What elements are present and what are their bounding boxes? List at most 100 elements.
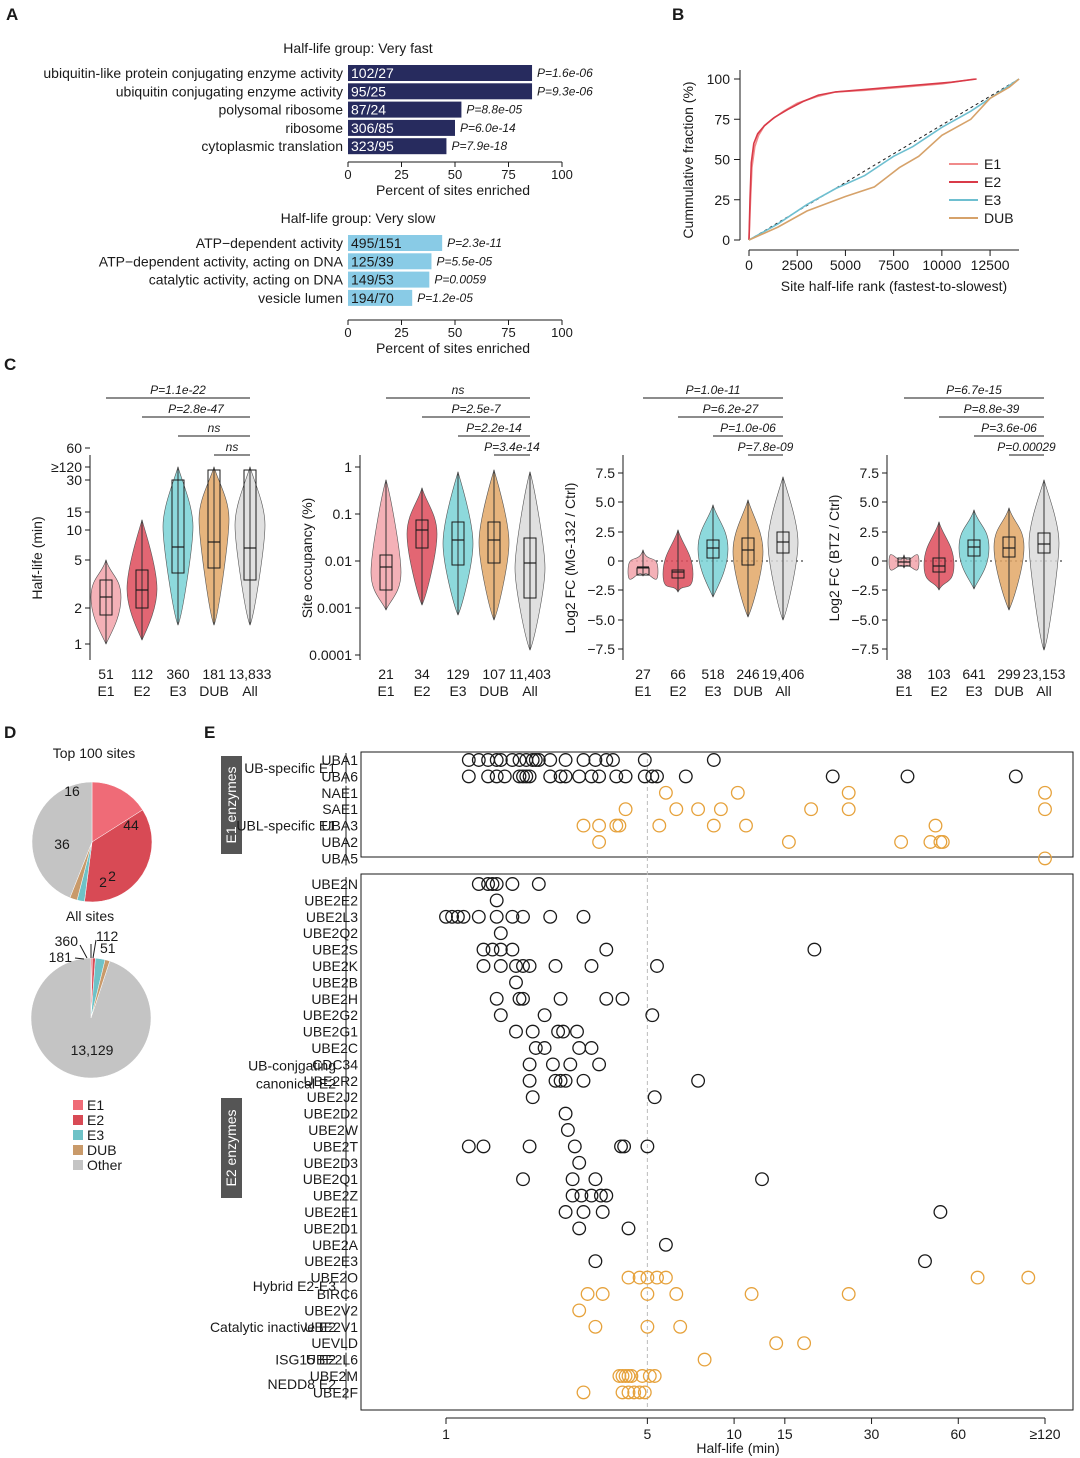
legend-entry: E3: [87, 1127, 104, 1143]
row-label: UBE2A: [312, 1237, 359, 1253]
row-label: UBE2H: [311, 991, 358, 1007]
half-life-point: [572, 1303, 587, 1318]
row-label: UBE2L3: [306, 909, 358, 925]
slice-value: 36: [54, 836, 70, 852]
slice-value: 112: [96, 928, 119, 944]
significance-label: P=1.1e-22: [150, 383, 206, 397]
significance-label: P=3.6e-06: [981, 421, 1037, 435]
half-life-point: [923, 835, 938, 849]
sample-count: 103: [927, 666, 951, 682]
group-label-line: canonical E2: [256, 1076, 336, 1092]
group-label: E1: [377, 683, 394, 699]
go-term-label: catalytic activity, acting on DNA: [149, 272, 344, 288]
x-axis-title: Percent of sites enriched: [376, 182, 530, 198]
p-value-label: P=1.6e-06: [537, 66, 593, 80]
half-life-point: [489, 753, 504, 767]
half-life-point: [640, 1270, 655, 1285]
y-tick-label: 75: [714, 111, 730, 127]
slice-value: 16: [64, 783, 80, 799]
x-tick-label: 10: [726, 1426, 742, 1442]
x-tick-label: 25: [394, 167, 408, 182]
x-axis-title: Half-life (min): [696, 1440, 779, 1456]
legend-entry: E1: [984, 156, 1001, 172]
row-label: UBE2S: [312, 942, 358, 958]
x-tick-label: 10000: [922, 257, 961, 273]
row-label: UBA5: [321, 850, 358, 866]
half-life-point: [614, 1139, 628, 1154]
half-life-point: [525, 1090, 540, 1105]
half-life-point: [572, 1041, 587, 1055]
panel-e-label: E: [204, 723, 215, 742]
group-label: E3: [449, 683, 466, 699]
half-life-point: [647, 1090, 662, 1105]
box: [636, 567, 650, 576]
y-tick-label: −7.5: [587, 641, 615, 657]
y-tick-label: −7.5: [851, 641, 879, 657]
p-value-label: P=6.0e-14: [460, 121, 516, 135]
half-life-point: [615, 991, 630, 1006]
half-life-point: [599, 942, 614, 957]
group-label: E2: [669, 683, 686, 699]
significance-label: P=6.2e-27: [703, 402, 760, 416]
x-tick-label: 0: [344, 167, 351, 182]
half-life-point: [516, 909, 530, 924]
half-life-point: [572, 1155, 587, 1170]
half-life-point: [516, 1172, 530, 1187]
half-life-point: [522, 959, 537, 973]
y-tick-label: 7.5: [860, 465, 880, 481]
half-life-point: [642, 1369, 657, 1383]
go-term-label: vesicle lumen: [258, 290, 343, 306]
go-term-label: ubiquitin conjugating enzyme activity: [116, 83, 343, 99]
half-life-point: [609, 818, 624, 833]
legend-swatch: [73, 1160, 83, 1170]
half-life-point: [615, 1385, 630, 1400]
row-label: UBE2K: [312, 958, 359, 974]
half-life-point: [471, 877, 486, 891]
half-life-point: [485, 942, 500, 957]
row-label: NAE1: [321, 785, 358, 801]
half-life-point: [637, 753, 652, 767]
half-life-point: [445, 909, 460, 924]
half-life-point: [640, 1287, 655, 1301]
bar-count-label: 95/25: [351, 83, 386, 99]
go-term-label: polysomal ribosome: [219, 102, 344, 118]
half-life-point: [918, 1254, 932, 1269]
half-life-point: [632, 1270, 647, 1285]
half-life-point: [797, 1336, 812, 1351]
half-life-point: [592, 769, 607, 784]
e2-side-label: E2 enzymes: [223, 1109, 239, 1186]
half-life-point: [584, 1041, 599, 1055]
half-life-point: [497, 769, 512, 784]
half-life-point: [588, 1254, 603, 1269]
e1-panel-frame: [360, 751, 1074, 858]
half-life-point: [615, 1369, 630, 1383]
half-life-point: [841, 1287, 856, 1301]
group-label: E1: [895, 683, 912, 699]
sample-count: 360: [166, 666, 190, 682]
half-life-point: [525, 1024, 540, 1039]
half-life-point: [584, 769, 599, 784]
row-label: UBE2E2: [304, 892, 358, 908]
half-life-point: [621, 1221, 636, 1236]
half-life-point: [481, 769, 496, 784]
enrichment-bar: [348, 65, 533, 81]
legend-entry: E1: [87, 1097, 104, 1113]
half-life-point: [505, 877, 520, 891]
half-life-point: [621, 1385, 636, 1400]
half-life-point: [730, 785, 745, 800]
box: [415, 519, 429, 549]
half-life-point: [522, 1057, 537, 1072]
group-label: All: [775, 683, 791, 699]
half-life-point: [580, 1287, 595, 1301]
half-life-point: [519, 769, 534, 784]
group-label: All: [1036, 683, 1052, 699]
half-life-point: [650, 1270, 664, 1285]
y-axis-title: Log2 FC (BTZ / Ctrl): [826, 495, 842, 622]
enrichment-bar: [348, 289, 413, 306]
half-life-point: [522, 1073, 537, 1088]
half-life-point: [606, 753, 620, 767]
half-life-point: [543, 769, 558, 784]
half-life-point: [618, 769, 633, 784]
half-life-point: [1038, 785, 1052, 800]
